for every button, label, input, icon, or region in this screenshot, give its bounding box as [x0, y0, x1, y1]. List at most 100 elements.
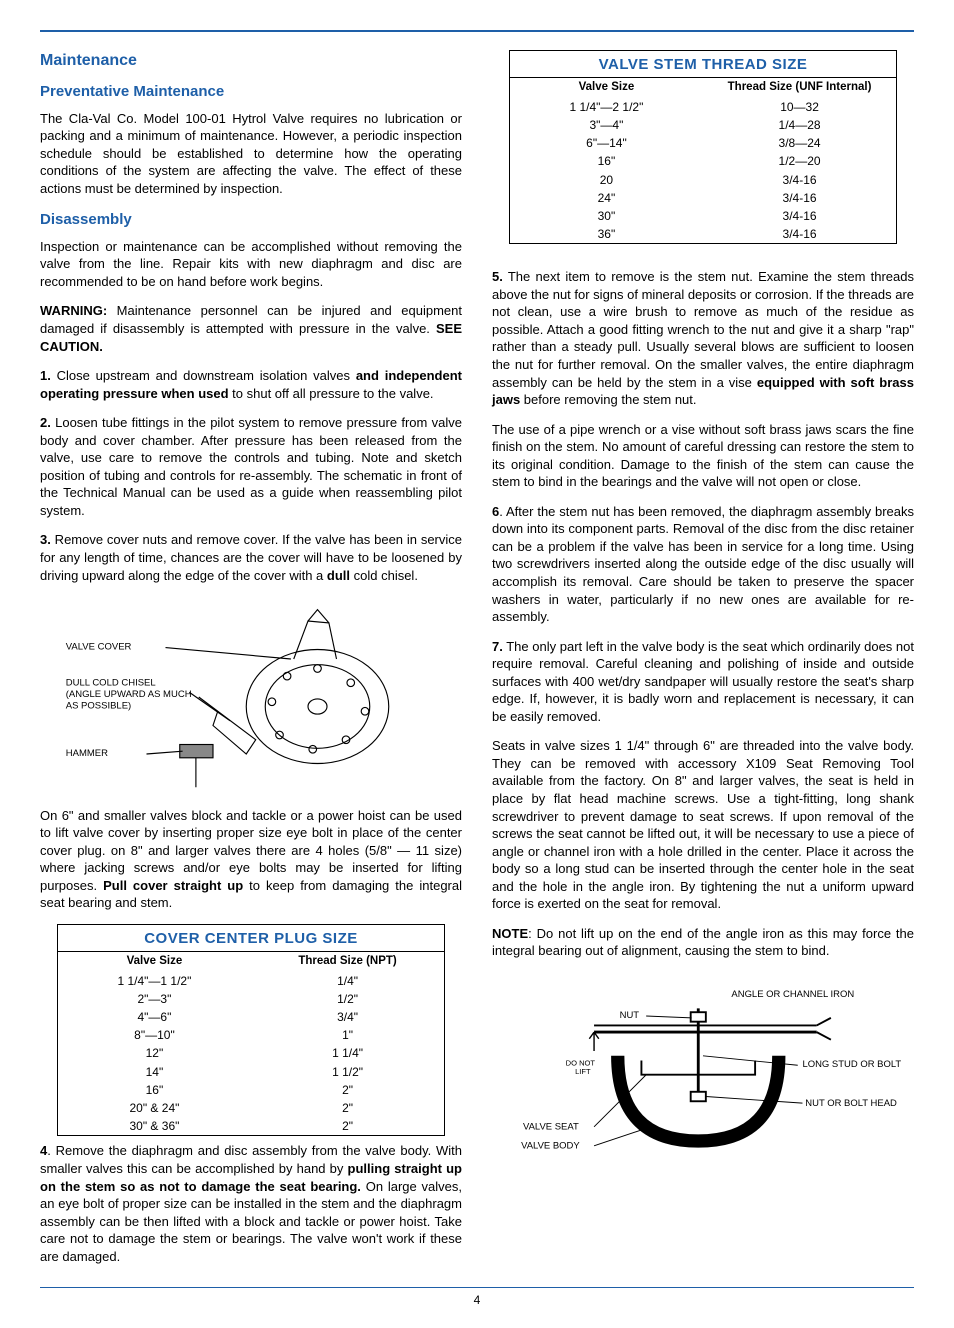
label-valve-cover: VALVE COVER	[66, 642, 132, 653]
para-after-diagram: On 6" and smaller valves block and tackl…	[40, 807, 462, 912]
label-dull-chisel-1: DULL COLD CHISEL	[66, 678, 156, 689]
step-5: 5. The next item to remove is the stem n…	[492, 268, 914, 408]
table-cell: 14"	[57, 1063, 251, 1081]
note-label: NOTE	[492, 926, 528, 941]
page-number: 4	[40, 1292, 914, 1308]
para-disassembly-intro: Inspection or maintenance can be accompl…	[40, 238, 462, 291]
table-cell: 1 1/4"—1 1/2"	[57, 972, 251, 990]
label-valve-seat: VALVE SEAT	[523, 1122, 579, 1133]
table-row: 203/4-16	[509, 171, 896, 189]
table-cell: 24"	[509, 189, 703, 207]
table-row: 1 1/4"—1 1/2"1/4"	[57, 972, 444, 990]
table2-col2: Thread Size (UNF Internal)	[703, 78, 897, 98]
table-row: 30"3/4-16	[509, 207, 896, 225]
table-cell: 20" & 24"	[57, 1099, 251, 1117]
after-diagram-bold: Pull cover straight up	[103, 878, 243, 893]
step-2: 2. Loosen tube fittings in the pilot sys…	[40, 414, 462, 519]
table-row: 16"2"	[57, 1081, 444, 1099]
table-cell: 6"—14"	[509, 134, 703, 152]
table-cell: 3/4-16	[703, 207, 897, 225]
step2-text: Loosen tube fittings in the pilot system…	[40, 415, 462, 518]
step5-b: before removing the stem nut.	[520, 392, 696, 407]
step3-b: cold chisel.	[350, 568, 418, 583]
table-row: 4"—6"3/4"	[57, 1008, 444, 1026]
top-rule	[40, 30, 914, 32]
table-cell: 3"—4"	[509, 116, 703, 134]
table-row: 14"1 1/2"	[57, 1063, 444, 1081]
table-cell: 3/4"	[251, 1008, 445, 1026]
warning-label: WARNING:	[40, 303, 107, 318]
table-cell: 16"	[509, 152, 703, 170]
bottom-rule	[40, 1287, 914, 1288]
step-7: 7. The only part left in the valve body …	[492, 638, 914, 726]
table1-col2: Thread Size (NPT)	[251, 952, 445, 972]
table-row: 30" & 36"2"	[57, 1117, 444, 1136]
table-row: 20" & 24"2"	[57, 1099, 444, 1117]
table-row: 36"3/4-16	[509, 225, 896, 244]
table-cell: 1 1/2"	[251, 1063, 445, 1081]
step-3: 3. Remove cover nuts and remove cover. I…	[40, 531, 462, 584]
table-row: 12"1 1/4"	[57, 1044, 444, 1062]
table2-col1: Valve Size	[509, 78, 703, 98]
table-row: 6"—14"3/8—24	[509, 134, 896, 152]
step1-b: to shut off all pressure to the valve.	[229, 386, 434, 401]
step3-bold: dull	[327, 568, 350, 583]
label-angle-iron: ANGLE OR CHANNEL IRON	[731, 989, 854, 1000]
table-cell: 1/4—28	[703, 116, 897, 134]
table-cell: 1/2"	[251, 990, 445, 1008]
table-cell: 20	[509, 171, 703, 189]
step1-a: Close upstream and downstream isolation …	[51, 368, 356, 383]
table-cell: 1 1/4"—2 1/2"	[509, 98, 703, 116]
step2-num: 2.	[40, 415, 51, 430]
table-cell: 2"	[251, 1117, 445, 1136]
table-cell: 2"	[251, 1081, 445, 1099]
diagram-seat-removal: ANGLE OR CHANNEL IRON NUT DO NOT LIFT LO…	[492, 980, 914, 1160]
para-note: NOTE: Do not lift up on the end of the a…	[492, 925, 914, 960]
para-seats: Seats in valve sizes 1 1/4" through 6" a…	[492, 737, 914, 912]
table1-col1: Valve Size	[57, 952, 251, 972]
table-cell: 1"	[251, 1026, 445, 1044]
table-cell: 12"	[57, 1044, 251, 1062]
table-cell: 30"	[509, 207, 703, 225]
label-hammer: HAMMER	[66, 748, 108, 759]
step3-num: 3.	[40, 532, 51, 547]
left-column: Maintenance Preventative Maintenance The…	[40, 50, 462, 1277]
step-1: 1. Close upstream and downstream isolati…	[40, 367, 462, 402]
heading-maintenance: Maintenance	[40, 50, 462, 72]
table-cell: 36"	[509, 225, 703, 244]
two-column-layout: Maintenance Preventative Maintenance The…	[40, 50, 914, 1277]
table-cell: 1/4"	[251, 972, 445, 990]
right-column: VALVE STEM THREAD SIZE Valve Size Thread…	[492, 50, 914, 1277]
para-warning: WARNING: Maintenance personnel can be in…	[40, 302, 462, 355]
label-dull-chisel-2: (ANGLE UPWARD AS MUCH	[66, 689, 192, 700]
label-nut-bolt-head: NUT OR BOLT HEAD	[805, 1098, 897, 1109]
table-stem-thread: VALVE STEM THREAD SIZE Valve Size Thread…	[509, 50, 897, 244]
table1-body: 1 1/4"—1 1/2"1/4"2"—3"1/2"4"—6"3/4"8"—10…	[57, 972, 444, 1136]
step7-text: The only part left in the valve body is …	[492, 639, 914, 724]
table-row: 8"—10"1"	[57, 1026, 444, 1044]
label-valve-body: VALVE BODY	[521, 1141, 580, 1152]
step-6: 6. After the stem nut has been removed, …	[492, 503, 914, 626]
table-cell: 1 1/4"	[251, 1044, 445, 1062]
table-row: 3"—4"1/4—28	[509, 116, 896, 134]
table-cell: 3/4-16	[703, 189, 897, 207]
label-nut: NUT	[620, 1010, 640, 1021]
step5-num: 5.	[492, 269, 503, 284]
table-row: 2"—3"1/2"	[57, 990, 444, 1008]
step1-num: 1.	[40, 368, 51, 383]
table-cell: 4"—6"	[57, 1008, 251, 1026]
para-preventative: The Cla-Val Co. Model 100-01 Hytrol Valv…	[40, 110, 462, 198]
step-4: 4. Remove the diaphragm and disc assembl…	[40, 1142, 462, 1265]
step5-a: The next item to remove is the stem nut.…	[492, 269, 914, 389]
table-cell: 10—32	[703, 98, 897, 116]
table2-body: 1 1/4"—2 1/2"10—323"—4"1/4—286"—14"3/8—2…	[509, 98, 896, 244]
table-cell: 8"—10"	[57, 1026, 251, 1044]
table-cell: 3/8—24	[703, 134, 897, 152]
table-cell: 1/2—20	[703, 152, 897, 170]
table-cell: 30" & 36"	[57, 1117, 251, 1136]
heading-preventative: Preventative Maintenance	[40, 82, 462, 102]
table-row: 16"1/2—20	[509, 152, 896, 170]
step6-text: . After the stem nut has been removed, t…	[492, 504, 914, 624]
table-cell: 3/4-16	[703, 225, 897, 244]
table-cell: 2"	[251, 1099, 445, 1117]
